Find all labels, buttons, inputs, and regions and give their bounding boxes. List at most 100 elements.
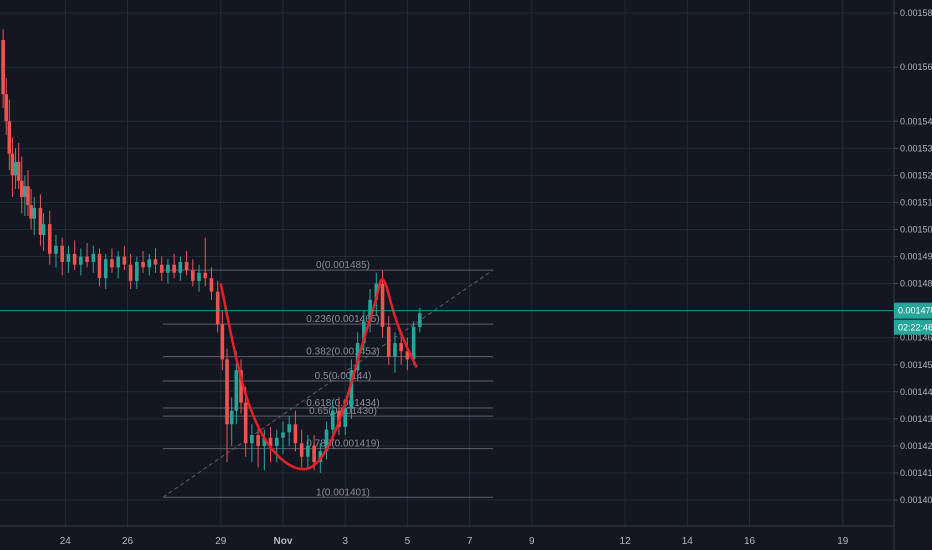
candle-body xyxy=(60,245,64,262)
rounded-bottom-pattern[interactable] xyxy=(219,278,418,471)
candle-body xyxy=(26,186,30,206)
candle-body xyxy=(197,272,201,281)
candle-body xyxy=(268,437,273,446)
candle-body xyxy=(47,224,52,254)
fib-level-label: 0.618(0.001434) xyxy=(306,398,379,409)
candle-body xyxy=(166,264,170,273)
countdown-badge-label: 02:22:46 xyxy=(898,323,932,333)
candle-body xyxy=(128,264,133,281)
candle-body xyxy=(287,424,292,433)
candle-body xyxy=(184,261,189,271)
candle-body xyxy=(97,253,102,279)
candle-body xyxy=(229,410,234,425)
candle-body xyxy=(306,445,310,457)
candle-body xyxy=(209,278,214,292)
candle-body xyxy=(19,180,24,198)
time-tick-label: 19 xyxy=(837,536,849,547)
candle-body xyxy=(411,326,416,360)
candle-body xyxy=(324,429,329,452)
time-tick-label: 16 xyxy=(744,536,756,547)
candle-body xyxy=(243,402,248,444)
fib-trend-line xyxy=(162,269,494,498)
candle-body xyxy=(293,424,298,444)
countdown-badge xyxy=(894,319,932,335)
candle-body xyxy=(399,343,403,352)
candle-body xyxy=(110,259,114,268)
candle-body xyxy=(274,437,279,446)
candle-body xyxy=(405,351,410,360)
candle-body xyxy=(103,259,108,279)
candle-body xyxy=(191,270,195,281)
candle-body xyxy=(220,324,225,360)
candle-body xyxy=(153,259,158,265)
candle-body xyxy=(4,94,9,122)
candle-body xyxy=(362,321,366,344)
time-tick-label: 12 xyxy=(620,536,632,547)
candle-body xyxy=(116,256,120,268)
price-badges: 0.001470 02:22:46 xyxy=(894,302,932,335)
candle-body xyxy=(66,253,71,262)
candle-body xyxy=(215,291,220,325)
candle-body xyxy=(16,161,21,181)
price-tick-label: 0.001400 xyxy=(900,495,932,505)
fib-level-label: 0.382(0.001453) xyxy=(306,347,379,358)
candle-body xyxy=(178,261,183,273)
time-tick-label: 5 xyxy=(405,536,411,547)
fib-level-label: 0.236(0.001465) xyxy=(306,314,379,325)
candle-body xyxy=(299,443,304,457)
candle-body xyxy=(330,410,335,430)
candle-body xyxy=(7,121,12,154)
candle-body xyxy=(281,432,285,438)
time-tick-label: 14 xyxy=(682,536,694,547)
fib-level-label: 0.5(0.00144) xyxy=(315,371,372,382)
candle-body xyxy=(147,259,152,268)
time-tick-label: 29 xyxy=(215,536,227,547)
candle-body xyxy=(91,253,96,262)
time-axis[interactable]: 24 26 29 Nov 3 5 7 9 12 14 16 19 xyxy=(60,536,849,547)
candle-body xyxy=(374,283,379,300)
candle-body xyxy=(239,370,243,403)
candle-body xyxy=(141,261,145,268)
candle-body xyxy=(38,207,43,235)
candle-body xyxy=(386,326,391,357)
candle-body xyxy=(380,283,385,327)
time-tick-label: 24 xyxy=(60,536,72,547)
candle-body xyxy=(234,370,239,411)
candle-body xyxy=(135,261,139,281)
candle-body xyxy=(79,256,83,265)
pattern-curve xyxy=(219,278,418,471)
candle-body xyxy=(159,264,164,273)
candle-body xyxy=(312,445,316,463)
candle-body xyxy=(41,224,46,235)
time-tick-label: 9 xyxy=(529,536,535,547)
price-tick-label: 0.001430 xyxy=(900,414,932,424)
candle-body xyxy=(32,207,36,219)
candle-body xyxy=(13,161,18,176)
candle-body xyxy=(72,253,77,265)
candle-body xyxy=(250,435,254,444)
candle-body xyxy=(23,186,27,198)
candle-body xyxy=(343,408,347,427)
candle-body xyxy=(418,313,422,327)
candle-body xyxy=(85,256,89,262)
candle-body xyxy=(1,40,5,95)
time-tick-label: 7 xyxy=(467,536,473,547)
candle-body xyxy=(122,256,127,265)
time-tick-label: Nov xyxy=(274,536,293,547)
fib-level-label: 0.786(0.001419) xyxy=(306,439,379,450)
fib-level-label: 0(0.001485) xyxy=(316,260,370,271)
candle-body xyxy=(393,343,397,357)
time-tick-label: 26 xyxy=(122,536,134,547)
candle-body xyxy=(54,245,58,254)
